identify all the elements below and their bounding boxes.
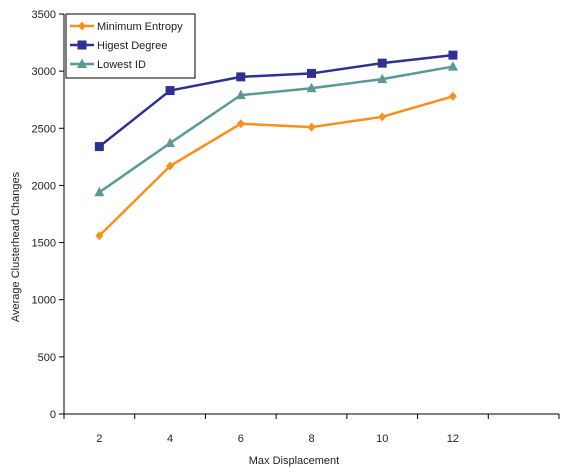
y-tick-label: 3000 xyxy=(32,66,56,78)
legend-item-lowest-id: Lowest ID xyxy=(70,58,146,71)
data-point-lowest-id xyxy=(377,73,388,84)
legend-item-minimum-entropy: Minimum Entropy xyxy=(70,21,183,33)
y-axis-title: Average Clusterhead Changes xyxy=(10,171,22,322)
data-point-higest-degree xyxy=(94,142,104,152)
data-point-minimum-entropy xyxy=(448,91,457,101)
legend: Minimum Entropy Higest Degree Lowest ID xyxy=(65,13,196,79)
data-point-higest-degree xyxy=(307,68,316,78)
legend-swatch-marker xyxy=(77,40,87,50)
axes xyxy=(63,14,559,415)
y-tick-label: 2000 xyxy=(32,180,56,192)
data-point-lowest-id xyxy=(447,61,458,71)
y-tick-label: 0 xyxy=(50,409,56,421)
x-tick-label: 6 xyxy=(238,433,244,445)
data-point-minimum-entropy xyxy=(95,231,104,241)
x-tick-label: 4 xyxy=(167,433,173,445)
data-point-minimum-entropy xyxy=(378,112,387,122)
data-point-higest-degree xyxy=(165,86,175,96)
data-point-lowest-id xyxy=(94,186,105,197)
data-point-higest-degree xyxy=(448,50,458,60)
series-lowest-id xyxy=(94,61,458,197)
series-minimum-entropy xyxy=(95,91,457,241)
series-line-higest-degree xyxy=(98,53,454,148)
x-axis-ticks: 2 4 6 8 10 12 xyxy=(63,414,560,445)
x-axis-title: Max Displacement xyxy=(249,455,339,467)
legend-item-higest-degree: Higest Degree xyxy=(70,40,167,52)
legend-swatch-marker xyxy=(77,58,87,68)
y-tick-label: 3500 xyxy=(32,9,56,21)
series-line-minimum-entropy xyxy=(98,95,454,237)
legend-box xyxy=(65,13,196,79)
series-layer xyxy=(94,50,458,241)
data-point-lowest-id xyxy=(306,82,317,93)
data-point-higest-degree xyxy=(236,72,246,82)
y-tick-label: 1500 xyxy=(32,238,56,250)
y-tick-label: 2500 xyxy=(32,123,56,135)
data-point-minimum-entropy xyxy=(236,119,245,129)
legend-label: Higest Degree xyxy=(97,40,167,52)
legend-label: Lowest ID xyxy=(97,59,146,71)
x-tick-label: 2 xyxy=(96,433,102,445)
data-point-lowest-id xyxy=(235,89,246,100)
x-tick-label: 10 xyxy=(376,433,388,445)
y-axis-ticks: 0 500 1000 1500 2000 2500 3000 3500 xyxy=(32,9,64,421)
series-line-lowest-id xyxy=(98,65,454,194)
x-tick-label: 12 xyxy=(447,433,459,445)
series-higest-degree xyxy=(94,50,458,152)
data-point-minimum-entropy xyxy=(307,122,316,132)
y-tick-label: 1000 xyxy=(32,295,56,307)
legend-swatch-marker xyxy=(78,21,86,31)
y-tick-label: 500 xyxy=(38,352,56,364)
data-point-higest-degree xyxy=(377,58,387,68)
data-point-minimum-entropy xyxy=(166,161,175,171)
x-tick-label: 8 xyxy=(308,433,314,445)
data-point-lowest-id xyxy=(165,137,176,148)
legend-label: Minimum Entropy xyxy=(97,21,183,33)
